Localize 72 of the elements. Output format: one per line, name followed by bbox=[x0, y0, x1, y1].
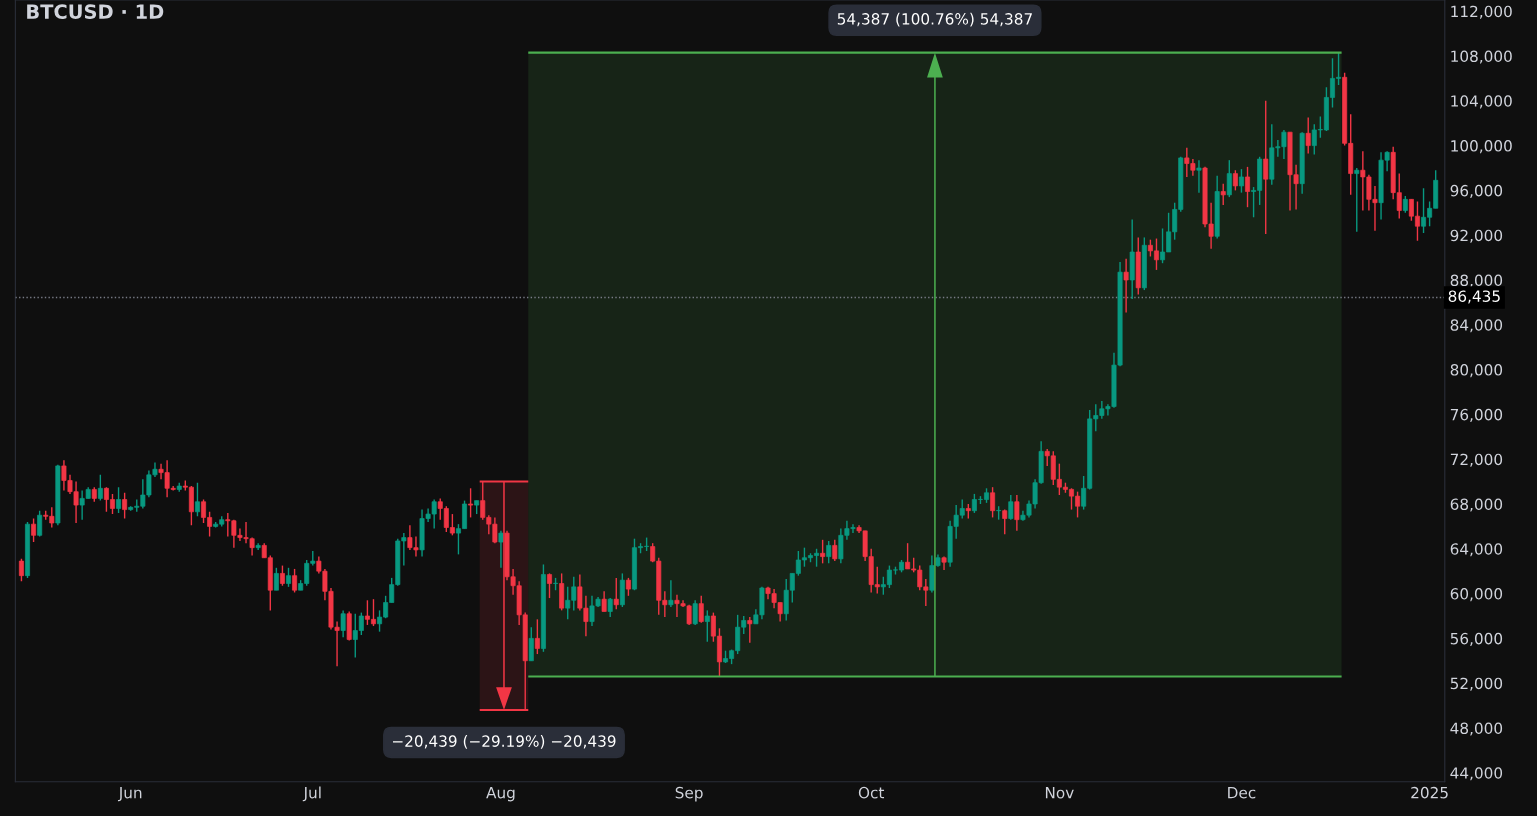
candlestick bbox=[747, 616, 753, 644]
candlestick bbox=[31, 517, 37, 543]
candlestick bbox=[273, 567, 279, 591]
candlestick bbox=[668, 579, 674, 608]
candlestick bbox=[1232, 169, 1238, 192]
candlestick bbox=[1263, 100, 1269, 235]
candlestick bbox=[1245, 166, 1250, 208]
candlestick bbox=[534, 618, 540, 655]
candlestick bbox=[704, 609, 710, 643]
candlestick bbox=[820, 539, 826, 565]
y-tick-label: 56,000 bbox=[1450, 632, 1503, 646]
y-tick-label: 48,000 bbox=[1450, 722, 1503, 736]
candlestick bbox=[1238, 168, 1244, 194]
candlestick bbox=[194, 482, 200, 517]
candlestick bbox=[116, 486, 122, 514]
candlestick bbox=[279, 564, 285, 587]
candlestick bbox=[990, 486, 996, 519]
y-tick-label: 88,000 bbox=[1450, 274, 1503, 288]
candlestick bbox=[1008, 494, 1014, 521]
y-tick-label: 92,000 bbox=[1450, 229, 1503, 243]
candlestick bbox=[286, 567, 291, 588]
y-tick-label: 76,000 bbox=[1450, 408, 1503, 422]
band-label: −20,439 (−29.19%) −20,439 bbox=[392, 735, 616, 749]
candlestick bbox=[18, 558, 24, 582]
candlestick bbox=[547, 572, 552, 599]
candlestick bbox=[292, 568, 298, 594]
y-tick-label: 112,000 bbox=[1451, 5, 1512, 19]
candlestick bbox=[97, 474, 103, 502]
y-tick-label: 108,000 bbox=[1451, 50, 1512, 64]
candlestick bbox=[698, 595, 704, 624]
candlestick bbox=[340, 609, 346, 638]
y-tick-label: 104,000 bbox=[1451, 95, 1512, 109]
x-tick-label: Jun bbox=[117, 787, 142, 802]
x-tick-label: Oct bbox=[858, 786, 885, 799]
candlestick bbox=[601, 590, 607, 613]
candlestick bbox=[832, 539, 838, 562]
x-tick-label: 2025 bbox=[1411, 786, 1448, 799]
candlestick bbox=[1305, 116, 1311, 155]
y-tick-label: 52,000 bbox=[1450, 677, 1503, 691]
y-tick-label: 60,000 bbox=[1450, 588, 1503, 602]
y-tick-label: 96,000 bbox=[1450, 184, 1503, 198]
chart-title: BTCUSD · 1D bbox=[27, 4, 164, 19]
y-tick-label: 44,000 bbox=[1450, 767, 1503, 781]
x-tick-label: Nov bbox=[1045, 787, 1074, 799]
candlestick bbox=[1354, 167, 1360, 233]
candlestick bbox=[528, 626, 534, 662]
x-tick-label: Jul bbox=[302, 786, 321, 802]
y-tick-label: 84,000 bbox=[1450, 319, 1503, 333]
candlestick bbox=[1014, 494, 1020, 532]
candlestick bbox=[1220, 182, 1226, 206]
candlestick bbox=[607, 597, 613, 618]
x-tick-label: Sep bbox=[675, 786, 703, 802]
candlestick bbox=[1196, 159, 1202, 194]
candlestick bbox=[1002, 508, 1008, 535]
candlestick bbox=[613, 577, 619, 610]
candlestick bbox=[37, 510, 43, 538]
y-tick-label: 64,000 bbox=[1450, 543, 1503, 557]
candlestick bbox=[468, 487, 474, 519]
y-tick-label: 68,000 bbox=[1450, 498, 1503, 512]
candlestick bbox=[122, 492, 128, 520]
candlestick bbox=[1123, 258, 1129, 314]
y-tick-label: 80,000 bbox=[1450, 364, 1503, 378]
candlestick bbox=[498, 530, 504, 569]
band-label: 54,387 (100.76%) 54,387 bbox=[837, 12, 1032, 27]
y-tick-label: 72,000 bbox=[1450, 453, 1503, 467]
x-tick-label: Aug bbox=[486, 787, 515, 802]
candlestick bbox=[1226, 159, 1232, 198]
ref-line-label: 86,435 bbox=[1448, 290, 1500, 304]
y-tick-label: 100,000 bbox=[1451, 140, 1512, 154]
candlestick bbox=[826, 540, 832, 565]
candlestick bbox=[692, 599, 698, 626]
x-tick-label: Dec bbox=[1228, 787, 1256, 799]
